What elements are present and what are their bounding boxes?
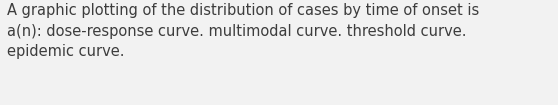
Text: A graphic plotting of the distribution of cases by time of onset is
a(n): dose-r: A graphic plotting of the distribution o… <box>7 3 479 59</box>
